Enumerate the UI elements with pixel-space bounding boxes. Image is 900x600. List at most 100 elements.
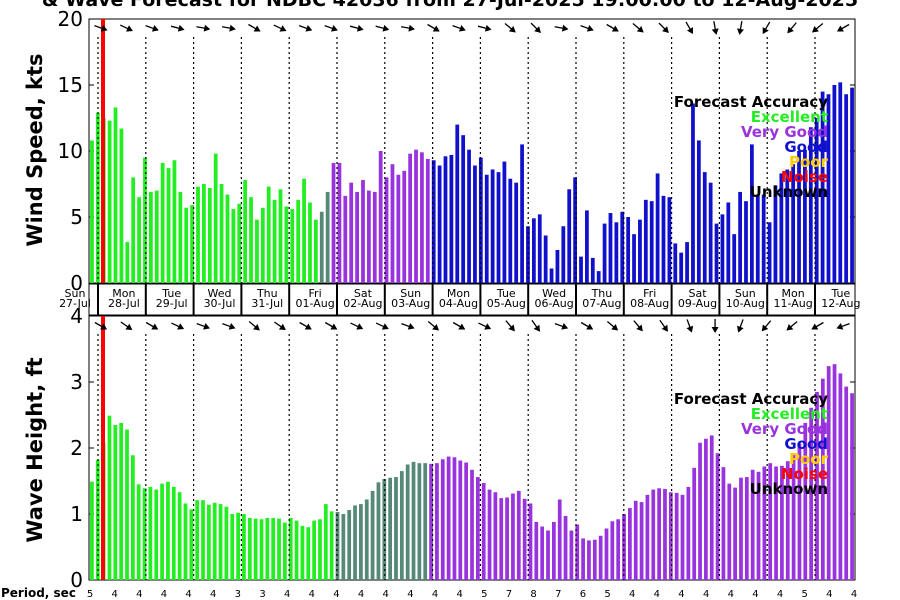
wave-bar [797,443,802,580]
period-value: 4 [432,589,438,600]
wave-arrow-head [661,324,668,332]
wind-bar [685,242,689,283]
wind-bar [249,197,253,283]
day-date-label: 27-Jul [59,297,91,310]
wind-bar [573,177,578,283]
wave-bar [499,498,504,580]
wind-bar [384,177,389,283]
wind-bar [178,191,183,283]
legend-item: Very Good [741,420,828,438]
wind-arrow-head [686,27,694,35]
wave-bar [487,489,492,580]
wind-bar [284,206,289,283]
wave-direction-arrow [324,321,338,330]
wave-bar [470,469,474,580]
wind-bar [207,187,212,283]
wind-arrow-head [356,24,364,32]
wave-direction-arrow [580,321,594,330]
wave-y-axis-label: Wave Height, ft [23,357,47,542]
wind-bar [708,182,713,283]
wave-y-tick-label: 2 [70,436,83,460]
wave-bar [166,481,170,580]
wave-direction-arrow [478,322,492,330]
wind-bar [714,223,719,283]
wind-bar [814,118,819,283]
wind-direction-arrow [349,24,364,32]
wind-bar [549,268,554,283]
wave-y-tick-label: 3 [70,370,83,394]
wave-arrow-head [177,323,185,330]
wind-bar [673,243,678,283]
wind-direction-arrow [273,24,287,32]
wave-bar [283,522,287,580]
wind-direction-arrow [452,24,466,32]
wave-bar [212,502,217,580]
wind-direction-arrow [401,24,415,32]
wave-bar [592,539,597,580]
wave-bar [399,471,404,580]
wave-bar [136,484,141,580]
wind-direction-arrow [812,23,824,33]
wave-bar [148,486,153,580]
wind-bar [808,127,813,284]
period-value: 4 [826,589,832,600]
day-name-label: Thu [256,287,278,300]
wind-bar [826,94,831,284]
day-name-label: Wed [542,287,566,300]
day-name-label: Fri [309,287,322,300]
wind-direction-arrow [658,22,669,33]
wind-bar [608,213,613,283]
wave-arrow-head [686,325,694,333]
wave-y-tick-label: 1 [70,502,83,526]
wind-bar [231,209,236,283]
wind-bar [272,199,277,283]
day-date-label: 31-Jul [251,297,283,310]
period-value: 4 [851,589,857,600]
wave-bar [388,477,393,580]
wind-bar [237,203,242,283]
wave-direction-arrow [505,320,515,332]
wave-y-tick-label: 4 [70,304,83,328]
wave-arrow-head [586,323,594,330]
wave-direction-arrow [836,322,850,330]
wind-direction-arrow [248,23,261,32]
wave-arrow-head [711,327,719,333]
day-date-label: 11-Aug [773,297,812,310]
period-value: 4 [161,589,167,600]
wind-bar [579,256,583,283]
wind-bar [726,202,731,283]
wave-arrow-head [432,323,439,331]
wind-bar [366,190,371,283]
day-date-label: 08-Aug [630,297,669,310]
day-date-label: 10-Aug [726,297,765,310]
wave-bar [160,483,164,580]
day-date-label: 29-Jul [156,297,188,310]
wind-bar [196,186,200,283]
wave-arrow-head [407,323,415,330]
period-value: 8 [530,589,536,600]
wave-arrow-head [356,323,364,330]
wind-direction-arrow [375,24,390,32]
wind-arrow-head [203,24,211,32]
wind-bar [643,199,648,283]
wind-arrow-head [331,25,338,32]
period-value: 4 [185,589,191,600]
wave-direction-arrow [273,321,286,331]
wind-bar [402,170,407,283]
wave-bar [247,517,252,580]
wind-bar [567,189,572,283]
wave-bar [446,456,451,580]
wind-bar [160,162,165,283]
day-date-label: 30-Jul [204,297,236,310]
wave-direction-arrow [554,322,569,330]
wave-bar [628,508,632,580]
wind-direction-arrow [427,23,440,32]
wind-bar [732,234,737,283]
wind-bar [484,174,489,283]
wave-bar [335,512,340,580]
legend-item: Noise [781,465,828,483]
wave-bar [505,497,509,580]
wind-bar [319,211,324,283]
wind-direction-arrow [504,23,516,33]
period-value: 5 [87,589,93,600]
